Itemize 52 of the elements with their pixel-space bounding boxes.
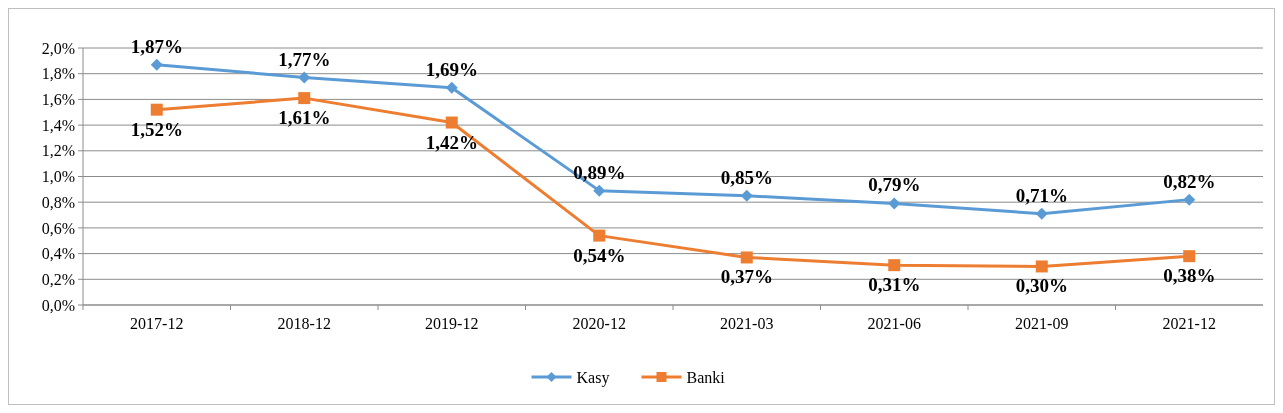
point [1183, 193, 1196, 206]
data-label: 0,89% [573, 161, 626, 183]
data-label: 0,85% [720, 166, 773, 188]
y-tick-label: 0,6% [41, 219, 75, 237]
x-tick-label: 2021-12 [1162, 315, 1216, 332]
x-tick-label: 2021-03 [720, 315, 774, 332]
point [593, 229, 606, 242]
point [1035, 207, 1048, 220]
point [150, 103, 163, 116]
point [298, 92, 311, 105]
y-tick-label: 1,0% [41, 168, 75, 186]
x-tick-label: 2019-12 [425, 315, 479, 332]
point [593, 184, 606, 197]
data-label: 1,87% [130, 35, 183, 57]
y-tick-label: 1,8% [41, 65, 75, 83]
x-tick-label: 2017-12 [130, 315, 184, 332]
data-label: 0,54% [573, 244, 626, 266]
data-label: 1,77% [278, 48, 331, 70]
y-tick-label: 1,4% [41, 116, 75, 134]
y-tick-label: 2,0% [41, 39, 75, 57]
x-tick-label: 2021-09 [1015, 315, 1069, 332]
point [888, 259, 901, 272]
data-label: 0,71% [1015, 184, 1068, 206]
point [888, 197, 901, 210]
point [1035, 260, 1048, 273]
point [150, 58, 163, 71]
y-tick-label: 0,8% [41, 193, 75, 211]
data-label: 1,52% [130, 118, 183, 140]
point [445, 81, 458, 94]
point [740, 251, 753, 264]
data-label: 0,79% [868, 174, 921, 196]
x-tick-label: 2018-12 [277, 315, 331, 332]
data-label: 1,69% [425, 58, 478, 80]
data-label: 0,82% [1163, 170, 1216, 192]
legend-label: Kasy [576, 368, 610, 387]
data-label: 0,30% [1015, 275, 1068, 297]
data-label: 1,61% [278, 107, 331, 129]
y-tick-label: 0,0% [41, 296, 75, 314]
point [1183, 250, 1196, 263]
y-tick-label: 1,2% [41, 142, 75, 160]
legend-label: Banki [686, 368, 726, 386]
y-tick-label: 0,4% [41, 245, 75, 263]
y-tick-label: 1,6% [41, 91, 75, 108]
point [445, 116, 458, 129]
data-label: 0,31% [868, 274, 921, 296]
data-label: 0,38% [1163, 265, 1216, 287]
point [298, 71, 311, 84]
data-label: 1,42% [425, 131, 478, 153]
x-tick-label: 2021-06 [867, 315, 921, 332]
data-label: 0,37% [720, 266, 773, 288]
y-tick-label: 0,2% [41, 270, 75, 288]
x-tick-label: 2020-12 [572, 315, 626, 332]
